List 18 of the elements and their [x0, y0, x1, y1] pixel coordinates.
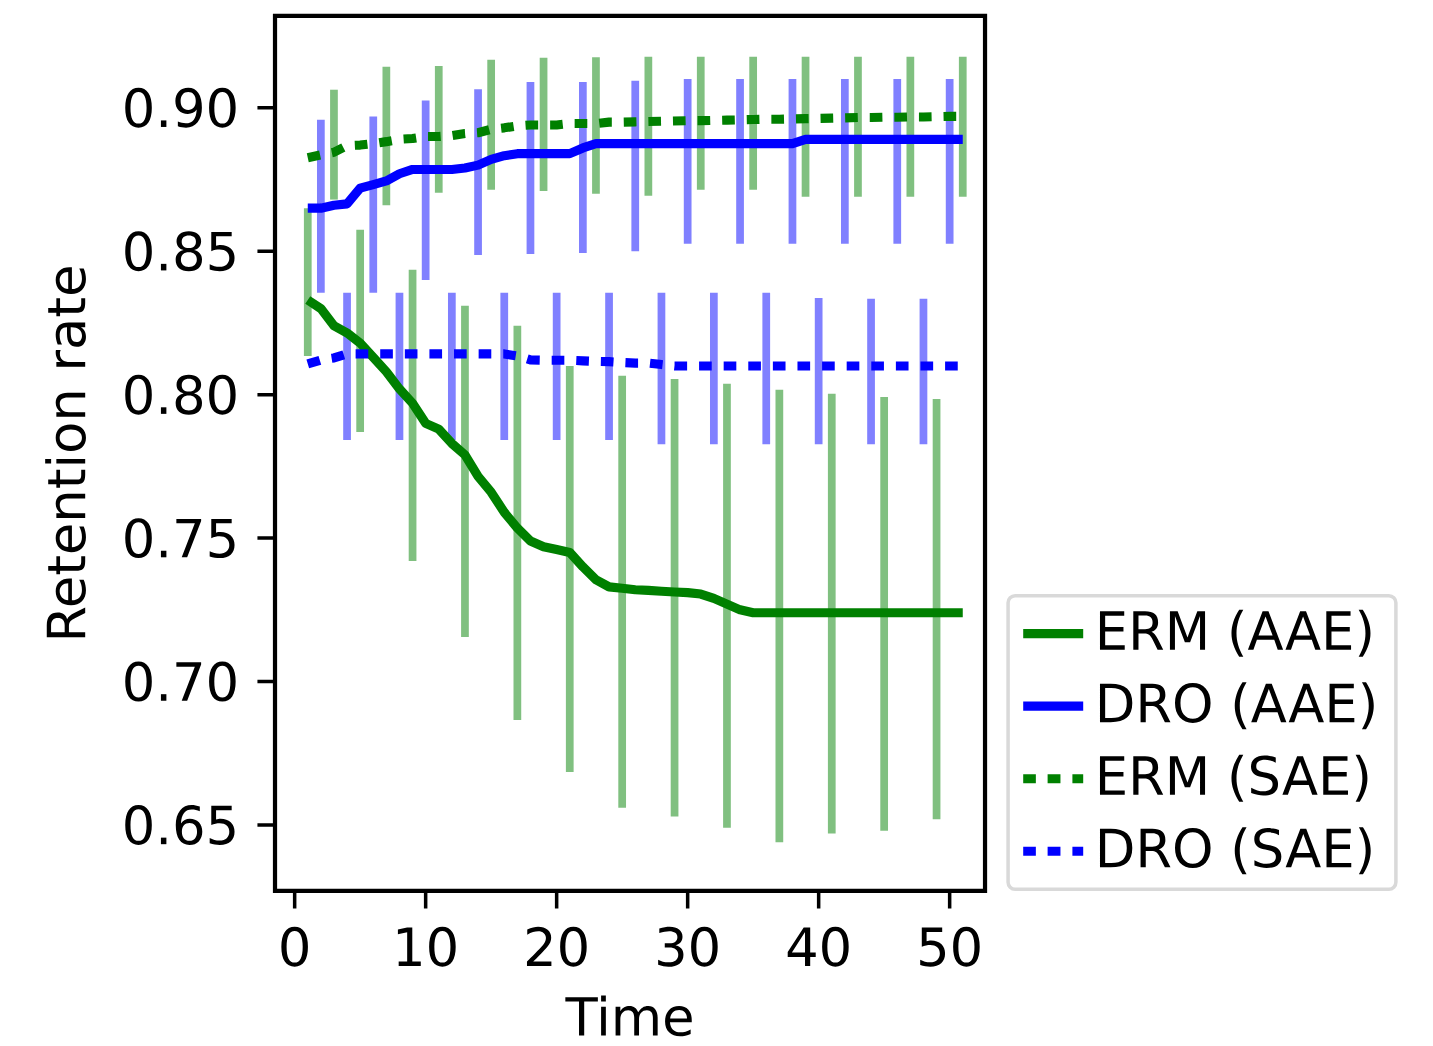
y-tick-label: 0.90 [125, 87, 236, 128]
y-tick-label: 0.65 [125, 805, 235, 845]
x-tick-label: 30 [658, 926, 718, 967]
y-tick-label: 0.85 [125, 231, 235, 272]
y-axis-title: Retention rate [45, 267, 86, 638]
legend-label: ERM (AAE) [1099, 609, 1371, 657]
legend-label: DRO (SAE) [1099, 827, 1371, 875]
x-tick-label: 40 [787, 926, 849, 967]
x-tick-label: 50 [920, 926, 980, 967]
legend-label: DRO (AAE) [1099, 682, 1374, 730]
x-axis-title: Time [565, 995, 692, 1037]
y-tick-label: 0.80 [125, 374, 236, 415]
y-tick-label: 0.70 [125, 661, 236, 702]
legend-label: ERM (SAE) [1099, 754, 1368, 802]
y-tick-label: 0.75 [125, 518, 235, 559]
x-tick-label: 20 [526, 926, 587, 967]
x-tick-label: 0 [281, 926, 308, 967]
x-tick-label: 10 [397, 926, 456, 967]
